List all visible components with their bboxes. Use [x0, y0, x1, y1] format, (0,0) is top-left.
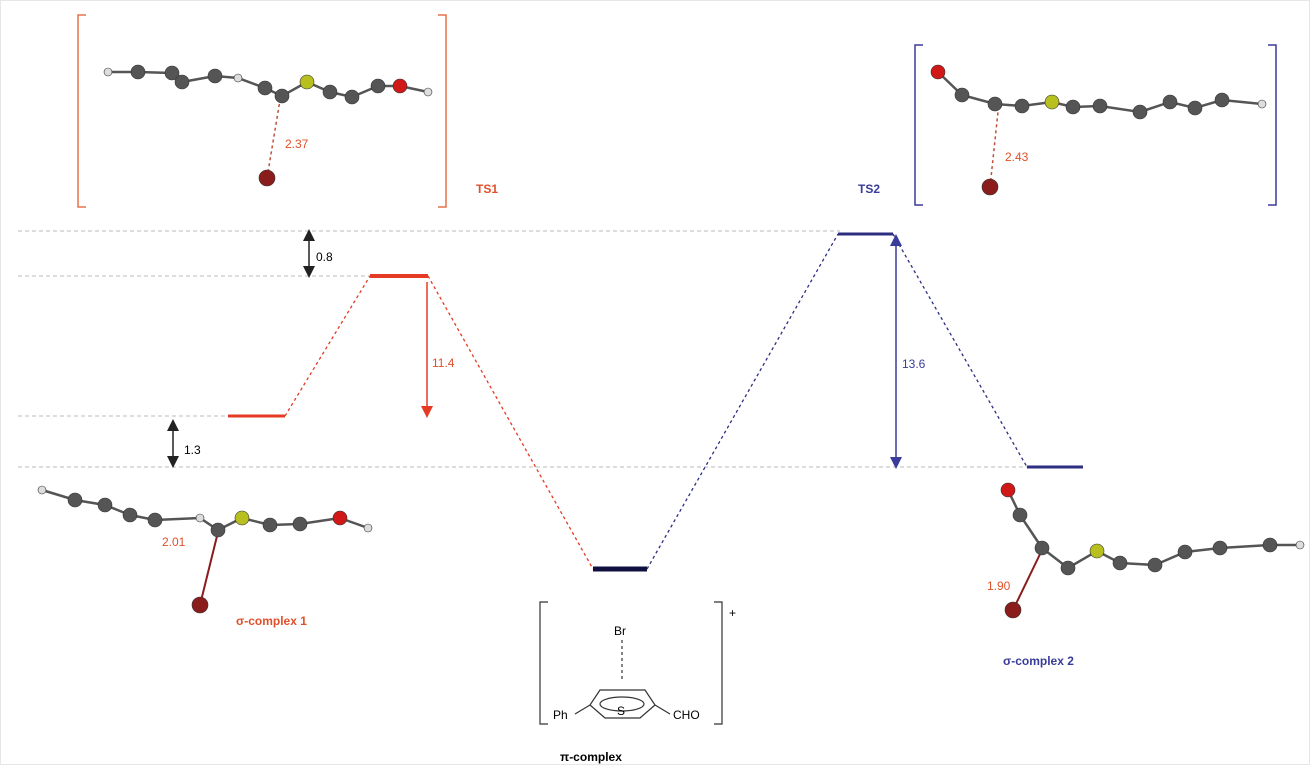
- atom: [1113, 556, 1127, 570]
- atom: [955, 88, 969, 102]
- atom: [1188, 101, 1202, 115]
- ts-label: TS1: [476, 182, 498, 196]
- bracket: [915, 45, 1276, 205]
- atom: [1163, 95, 1177, 109]
- gap-label: 13.6: [902, 357, 926, 371]
- complex-label: σ-complex 2: [1003, 654, 1074, 668]
- atom: [1001, 483, 1015, 497]
- gap-arrows: [173, 235, 896, 463]
- atom-label: CHO: [673, 708, 700, 722]
- atom: [235, 511, 249, 525]
- atom: [1215, 93, 1229, 107]
- complex-label: π-complex: [560, 750, 622, 764]
- distance-label: 2.01: [162, 535, 186, 549]
- distance-label: 1.90: [987, 579, 1011, 593]
- atom: [1093, 99, 1107, 113]
- atom: [1178, 545, 1192, 559]
- ts-label: TS2: [858, 182, 880, 196]
- br-bond: [1013, 550, 1042, 610]
- bond: [1008, 490, 1300, 568]
- energy-levels: [228, 234, 1083, 569]
- atom: [1061, 561, 1075, 575]
- atom: [98, 498, 112, 512]
- atom: [1013, 508, 1027, 522]
- atom: [1035, 541, 1049, 555]
- reference-lines: [18, 231, 1030, 467]
- connectors: [285, 234, 1027, 569]
- atom: [211, 523, 225, 537]
- atom: [1045, 95, 1059, 109]
- distance-label: 2.43: [1005, 150, 1029, 164]
- atom: [259, 170, 275, 186]
- atom: [323, 85, 337, 99]
- atom: [175, 75, 189, 89]
- gap-label: 1.3: [184, 443, 201, 457]
- br-bond: [200, 532, 218, 605]
- energy-diagram: 0.8 11.4 1.3 13.6 TS1 TS2 2.37 2.43 2.01…: [0, 0, 1310, 765]
- atom-label: Ph: [553, 708, 568, 722]
- atom: [1015, 99, 1029, 113]
- atom: [333, 511, 347, 525]
- atom: [104, 68, 112, 76]
- charge-label: +: [729, 606, 736, 620]
- distance-label: 2.37: [285, 137, 309, 151]
- br-bond: [267, 100, 280, 178]
- atom: [1296, 541, 1304, 549]
- atom: [1258, 100, 1266, 108]
- atom: [371, 79, 385, 93]
- atom: [1090, 544, 1104, 558]
- atom: [1213, 541, 1227, 555]
- atom: [982, 179, 998, 195]
- atom: [988, 97, 1002, 111]
- atom: [208, 69, 222, 83]
- atom: [293, 517, 307, 531]
- atom: [123, 508, 137, 522]
- atom: [131, 65, 145, 79]
- bond: [42, 490, 368, 530]
- atom: [68, 493, 82, 507]
- frame: [1, 1, 1310, 765]
- atom: [196, 514, 204, 522]
- atom: [234, 74, 242, 82]
- atom: [275, 89, 289, 103]
- atom: [148, 513, 162, 527]
- gap-label: 0.8: [316, 250, 333, 264]
- atom: [424, 88, 432, 96]
- atom: [1066, 100, 1080, 114]
- atom: [345, 90, 359, 104]
- atom-label: S: [617, 704, 625, 718]
- br-bond: [990, 112, 998, 187]
- atom: [1005, 602, 1021, 618]
- atom: [1263, 538, 1277, 552]
- atom: [1133, 105, 1147, 119]
- atom: [263, 518, 277, 532]
- atom-label: Br: [614, 624, 626, 638]
- atom: [38, 486, 46, 494]
- complex-label: σ-complex 1: [236, 614, 307, 628]
- gap-label: 11.4: [432, 356, 455, 370]
- atom: [393, 79, 407, 93]
- atom: [364, 524, 372, 532]
- atom: [931, 65, 945, 79]
- atom: [258, 81, 272, 95]
- atom: [1148, 558, 1162, 572]
- atom: [300, 75, 314, 89]
- atom: [192, 597, 208, 613]
- pi-complex-structure: [540, 602, 722, 724]
